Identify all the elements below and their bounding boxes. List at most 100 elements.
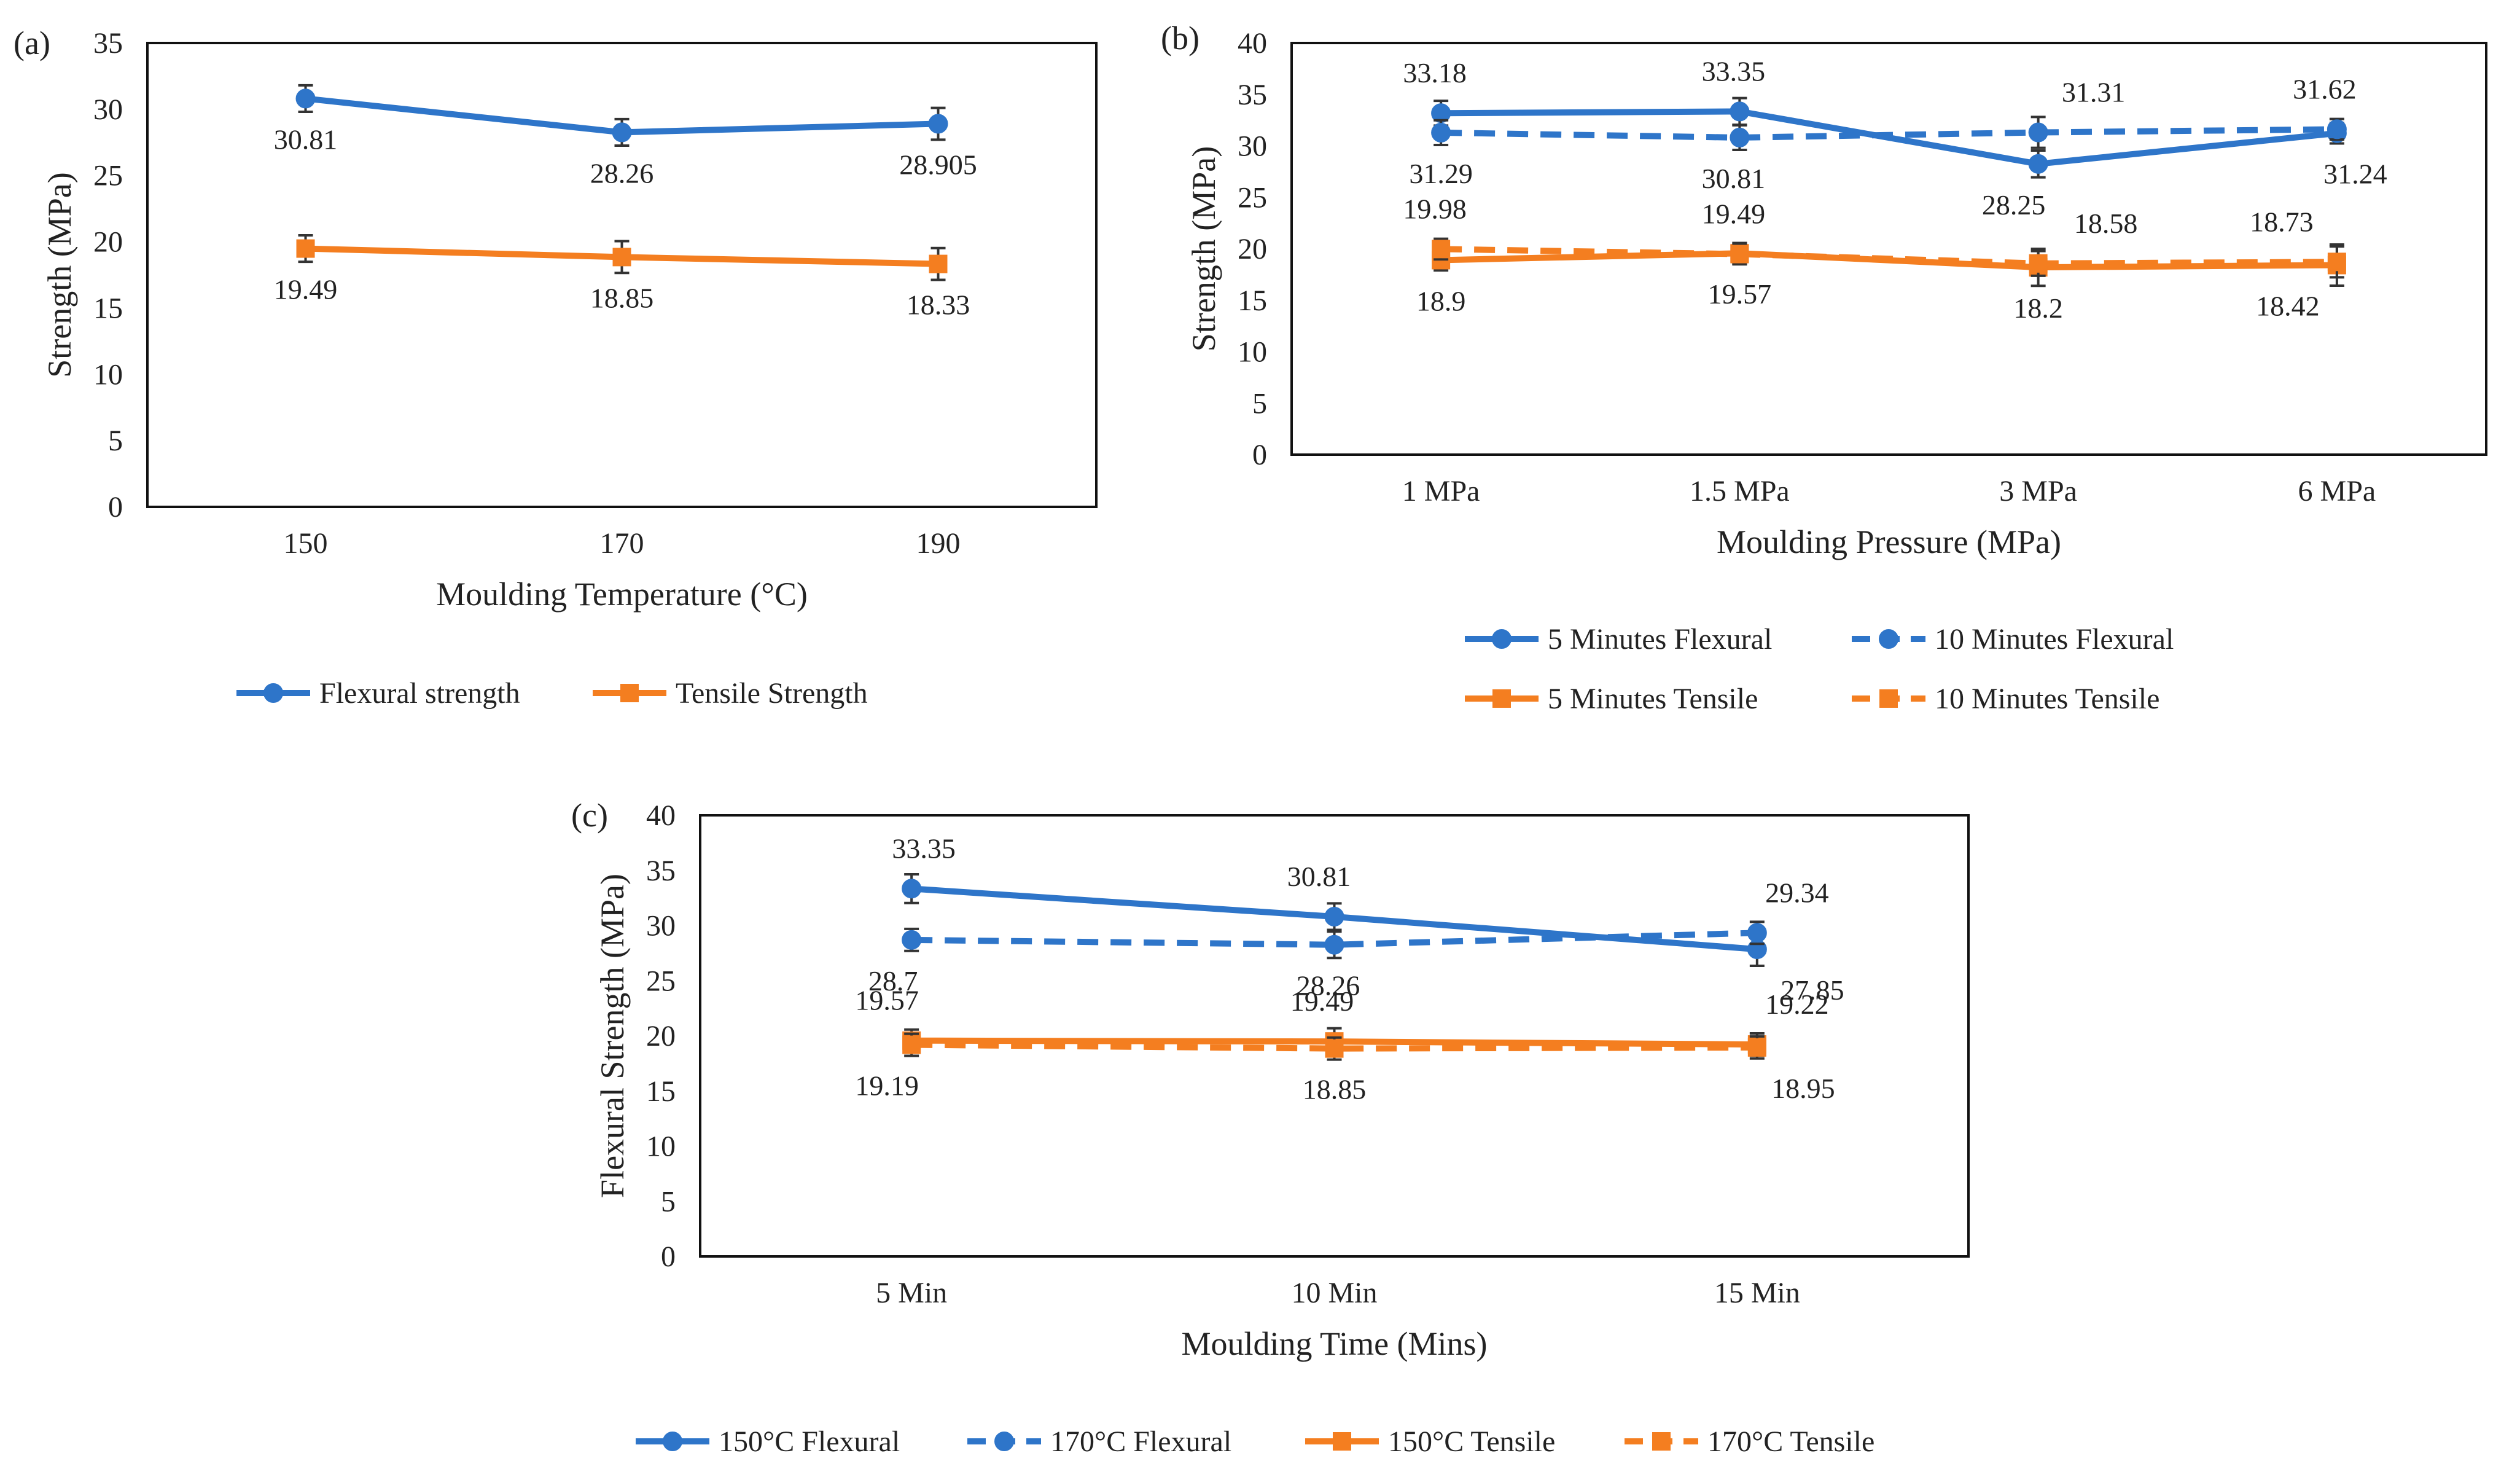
panel-b-legend-5-minutes-flexural-marker xyxy=(1492,629,1512,649)
panel-b-legend-10-minutes-tensile-marker xyxy=(1879,689,1898,708)
panel-b-ytick: 10 xyxy=(1238,336,1267,369)
panel-a-legend-flexural-strength-marker xyxy=(263,683,283,703)
panel-b-series-10-minutes-tensile: 19.98 19.49 18.58 18.73 xyxy=(1403,193,2346,279)
panel-b-series-5-minutes-tensile: 18.9 19.57 18.2 18.42 xyxy=(1416,241,2346,324)
panel-b-series-10-minutes-tensile-data-label: 18.58 xyxy=(2074,208,2138,239)
panel-b-series-5-minutes-flexural: 33.18 33.35 28.25 31.24 xyxy=(1403,55,2387,220)
panel-b-series-10-minutes-flexural: 31.29 30.81 31.31 31.62 xyxy=(1409,73,2356,194)
panel-c-series-170-c-flexural-point xyxy=(1747,923,1767,943)
panel-a-xtick: 170 xyxy=(600,527,644,560)
panel-c-legend: 150°C Flexural 170°C Flexural 150°C Tensil… xyxy=(636,1425,1874,1458)
panel-b-series-10-minutes-flexural-data-label: 31.29 xyxy=(1409,158,1473,189)
panel-b-ytick: 20 xyxy=(1238,233,1267,265)
panel-c-series-170-c-tensile-data-label: 19.19 xyxy=(855,1070,919,1102)
panel-b-xtick: 6 MPa xyxy=(2298,475,2376,507)
panel-c-legend-170-c-flexural-label: 170°C Flexural xyxy=(1050,1425,1231,1458)
panel-c-series-170-c-flexural-data-label: 28.26 xyxy=(1297,970,1360,1001)
panel-c-legend-150-c-tensile: 150°C Tensile xyxy=(1305,1425,1555,1458)
panel-c-legend-150-c-flexural: 150°C Flexural xyxy=(636,1425,900,1458)
panel-a-plot-frame xyxy=(146,42,1098,508)
panel-a-series-flexural-strength: 30.81 28.26 28.905 xyxy=(274,84,977,189)
panel-c-legend-170-c-flexural: 170°C Flexural xyxy=(967,1425,1231,1458)
panel-b-ytick: 25 xyxy=(1238,181,1267,214)
panel-c-series-150-c-flexural-data-label: 30.81 xyxy=(1287,861,1351,892)
panel-b-series-10-minutes-tensile-point xyxy=(2029,254,2048,273)
panel-b-legend-10-minutes-tensile-label: 10 Minutes Tensile xyxy=(1935,683,2159,715)
panel-b-xtick: 1.5 MPa xyxy=(1690,475,1790,507)
panel-c-ytick: 10 xyxy=(646,1130,676,1163)
panel-b-series-5-minutes-flexural-data-label: 33.18 xyxy=(1403,57,1467,88)
panel-a-legend-tensile-strength-label: Tensile Strength xyxy=(676,677,868,710)
panel-c-x-axis-title: Moulding Time (Mins) xyxy=(1181,1325,1487,1362)
panel-b-ytick: 15 xyxy=(1238,284,1267,317)
panel-c-ytick: 15 xyxy=(646,1075,676,1108)
panel-b-ytick: 40 xyxy=(1238,27,1267,60)
panel-a-legend-flexural-strength: Flexural strength xyxy=(236,677,520,710)
panel-b-series-10-minutes-flexural-point xyxy=(2327,119,2347,139)
panel-c-series-170-c-flexural: 28.7 28.26 29.34 xyxy=(868,877,1829,1001)
panel-c-series-150-c-tensile-data-label: 19.22 xyxy=(1765,989,1829,1020)
panel-a-x-axis-title: Moulding Temperature (°C) xyxy=(436,576,808,613)
panel-b-legend-10-minutes-flexural-marker xyxy=(1879,629,1898,649)
panel-b-legend-5-minutes-tensile: 5 Minutes Tensile xyxy=(1465,683,1758,715)
panel-a-legend-flexural-strength-label: Flexural strength xyxy=(319,677,520,710)
panel-c-ytick: 25 xyxy=(646,965,676,997)
panel-c-chart: (c) 0 5 10 15 20 25 30 35 40 5 Min 10 Min 15 Min Moul… xyxy=(571,797,1970,1458)
panel-a-legend: Flexural strength Tensile Strength xyxy=(236,677,868,710)
panel-a-series-flexural-strength-point xyxy=(612,122,632,143)
panel-b-y-axis-title: Strength (MPa) xyxy=(1185,146,1222,351)
panel-b-series-10-minutes-tensile-data-label: 18.73 xyxy=(2250,206,2314,237)
panel-a-ytick: 0 xyxy=(108,491,123,523)
panel-b-plot-frame xyxy=(1290,42,2487,456)
panel-a-series-tensile-strength-data-label: 18.33 xyxy=(907,289,970,321)
panel-c-series-170-c-flexural-point xyxy=(902,930,922,950)
panel-a-series-tensile-strength-data-label: 19.49 xyxy=(274,274,338,305)
panel-c-xtick: 5 Min xyxy=(876,1277,947,1309)
panel-b-series-10-minutes-flexural-data-label: 30.81 xyxy=(1702,163,1766,194)
panel-b-legend-10-minutes-flexural: 10 Minutes Flexural xyxy=(1852,623,2174,656)
panel-a-ytick: 25 xyxy=(93,160,123,192)
panel-a-xtick: 150 xyxy=(284,527,328,560)
panel-a-legend-tensile-strength-marker xyxy=(620,684,639,702)
panel-b-series-5-minutes-flexural-data-label: 31.24 xyxy=(2323,159,2387,190)
panel-b-series-10-minutes-tensile-line xyxy=(1441,246,2337,267)
panel-c-legend-170-c-tensile: 170°C Tensile xyxy=(1625,1425,1874,1458)
panel-b-series-10-minutes-tensile-point xyxy=(1432,240,1451,259)
panel-a-series-flexural-strength-point xyxy=(928,114,948,134)
panel-c-series-150-c-flexural-point xyxy=(1324,906,1344,927)
panel-b-ytick: 30 xyxy=(1238,130,1267,163)
panel-a-series-tensile-strength-data-label: 18.85 xyxy=(590,282,654,313)
panel-c-series-170-c-tensile-data-label: 18.95 xyxy=(1771,1073,1835,1104)
panel-b-legend-5-minutes-tensile-marker xyxy=(1492,689,1511,708)
panel-c-series-150-c-flexural-data-label: 27.85 xyxy=(1781,974,1844,1006)
panel-c-series-170-c-tensile: 19.19 18.85 18.95 xyxy=(855,1032,1835,1105)
panel-b-series-10-minutes-flexural-data-label: 31.31 xyxy=(2062,77,2126,108)
panel-c-ytick: 20 xyxy=(646,1020,676,1052)
panel-c-series-150-c-tensile-data-label: 19.49 xyxy=(1290,985,1354,1017)
panel-c-legend-170-c-tensile-label: 170°C Tensile xyxy=(1707,1425,1874,1458)
panel-a-series-flexural-strength-data-label: 30.81 xyxy=(274,123,338,155)
panel-a-ytick: 15 xyxy=(93,292,123,324)
panel-c-series-170-c-flexural-data-label: 29.34 xyxy=(1765,877,1829,908)
panel-c-legend-150-c-tensile-marker xyxy=(1333,1432,1351,1451)
panel-c-legend-150-c-tensile-label: 150°C Tensile xyxy=(1388,1425,1555,1458)
panel-a-label: (a) xyxy=(14,25,50,61)
panel-c-ytick: 30 xyxy=(646,910,676,942)
panel-b-ytick: 35 xyxy=(1238,79,1267,111)
panel-a-ytick: 35 xyxy=(93,27,123,60)
panel-b-xtick: 1 MPa xyxy=(1402,475,1480,507)
panel-b-series-5-minutes-flexural-point xyxy=(2028,154,2048,174)
panel-c-legend-150-c-flexural-marker xyxy=(663,1432,682,1451)
panel-b-series-10-minutes-flexural-point xyxy=(1730,127,1750,147)
panel-c-series-170-c-tensile-line xyxy=(911,1041,1757,1052)
panel-a-series-tensile-strength-point xyxy=(296,239,315,258)
panel-c-series-170-c-tensile-point xyxy=(1325,1039,1344,1058)
panel-b-series-5-minutes-tensile-data-label: 18.9 xyxy=(1416,285,1466,316)
panel-c-ytick: 35 xyxy=(646,855,676,887)
panel-c-xtick: 10 Min xyxy=(1291,1277,1377,1309)
panel-c-ytick: 5 xyxy=(661,1185,676,1218)
panel-c-series-170-c-tensile-point xyxy=(1747,1038,1766,1057)
panel-b-series-5-minutes-tensile-data-label: 18.42 xyxy=(2256,290,2320,321)
panel-a-series-tensile-strength: 19.49 18.85 18.33 xyxy=(274,234,970,321)
panel-b-legend-10-minutes-tensile: 10 Minutes Tensile xyxy=(1852,683,2159,715)
